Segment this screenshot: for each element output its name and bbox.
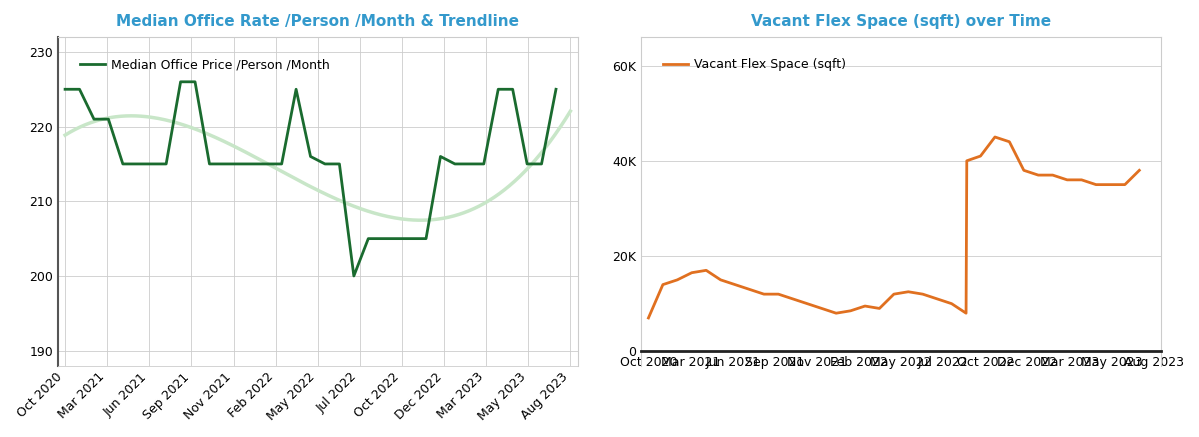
Legend: Median Office Price /Person /Month: Median Office Price /Person /Month — [74, 53, 335, 76]
Legend: Vacant Flex Space (sqft): Vacant Flex Space (sqft) — [658, 53, 851, 76]
Title: Median Office Rate /Person /Month & Trendline: Median Office Rate /Person /Month & Tren… — [116, 14, 519, 29]
Title: Vacant Flex Space (sqft) over Time: Vacant Flex Space (sqft) over Time — [751, 14, 1052, 29]
